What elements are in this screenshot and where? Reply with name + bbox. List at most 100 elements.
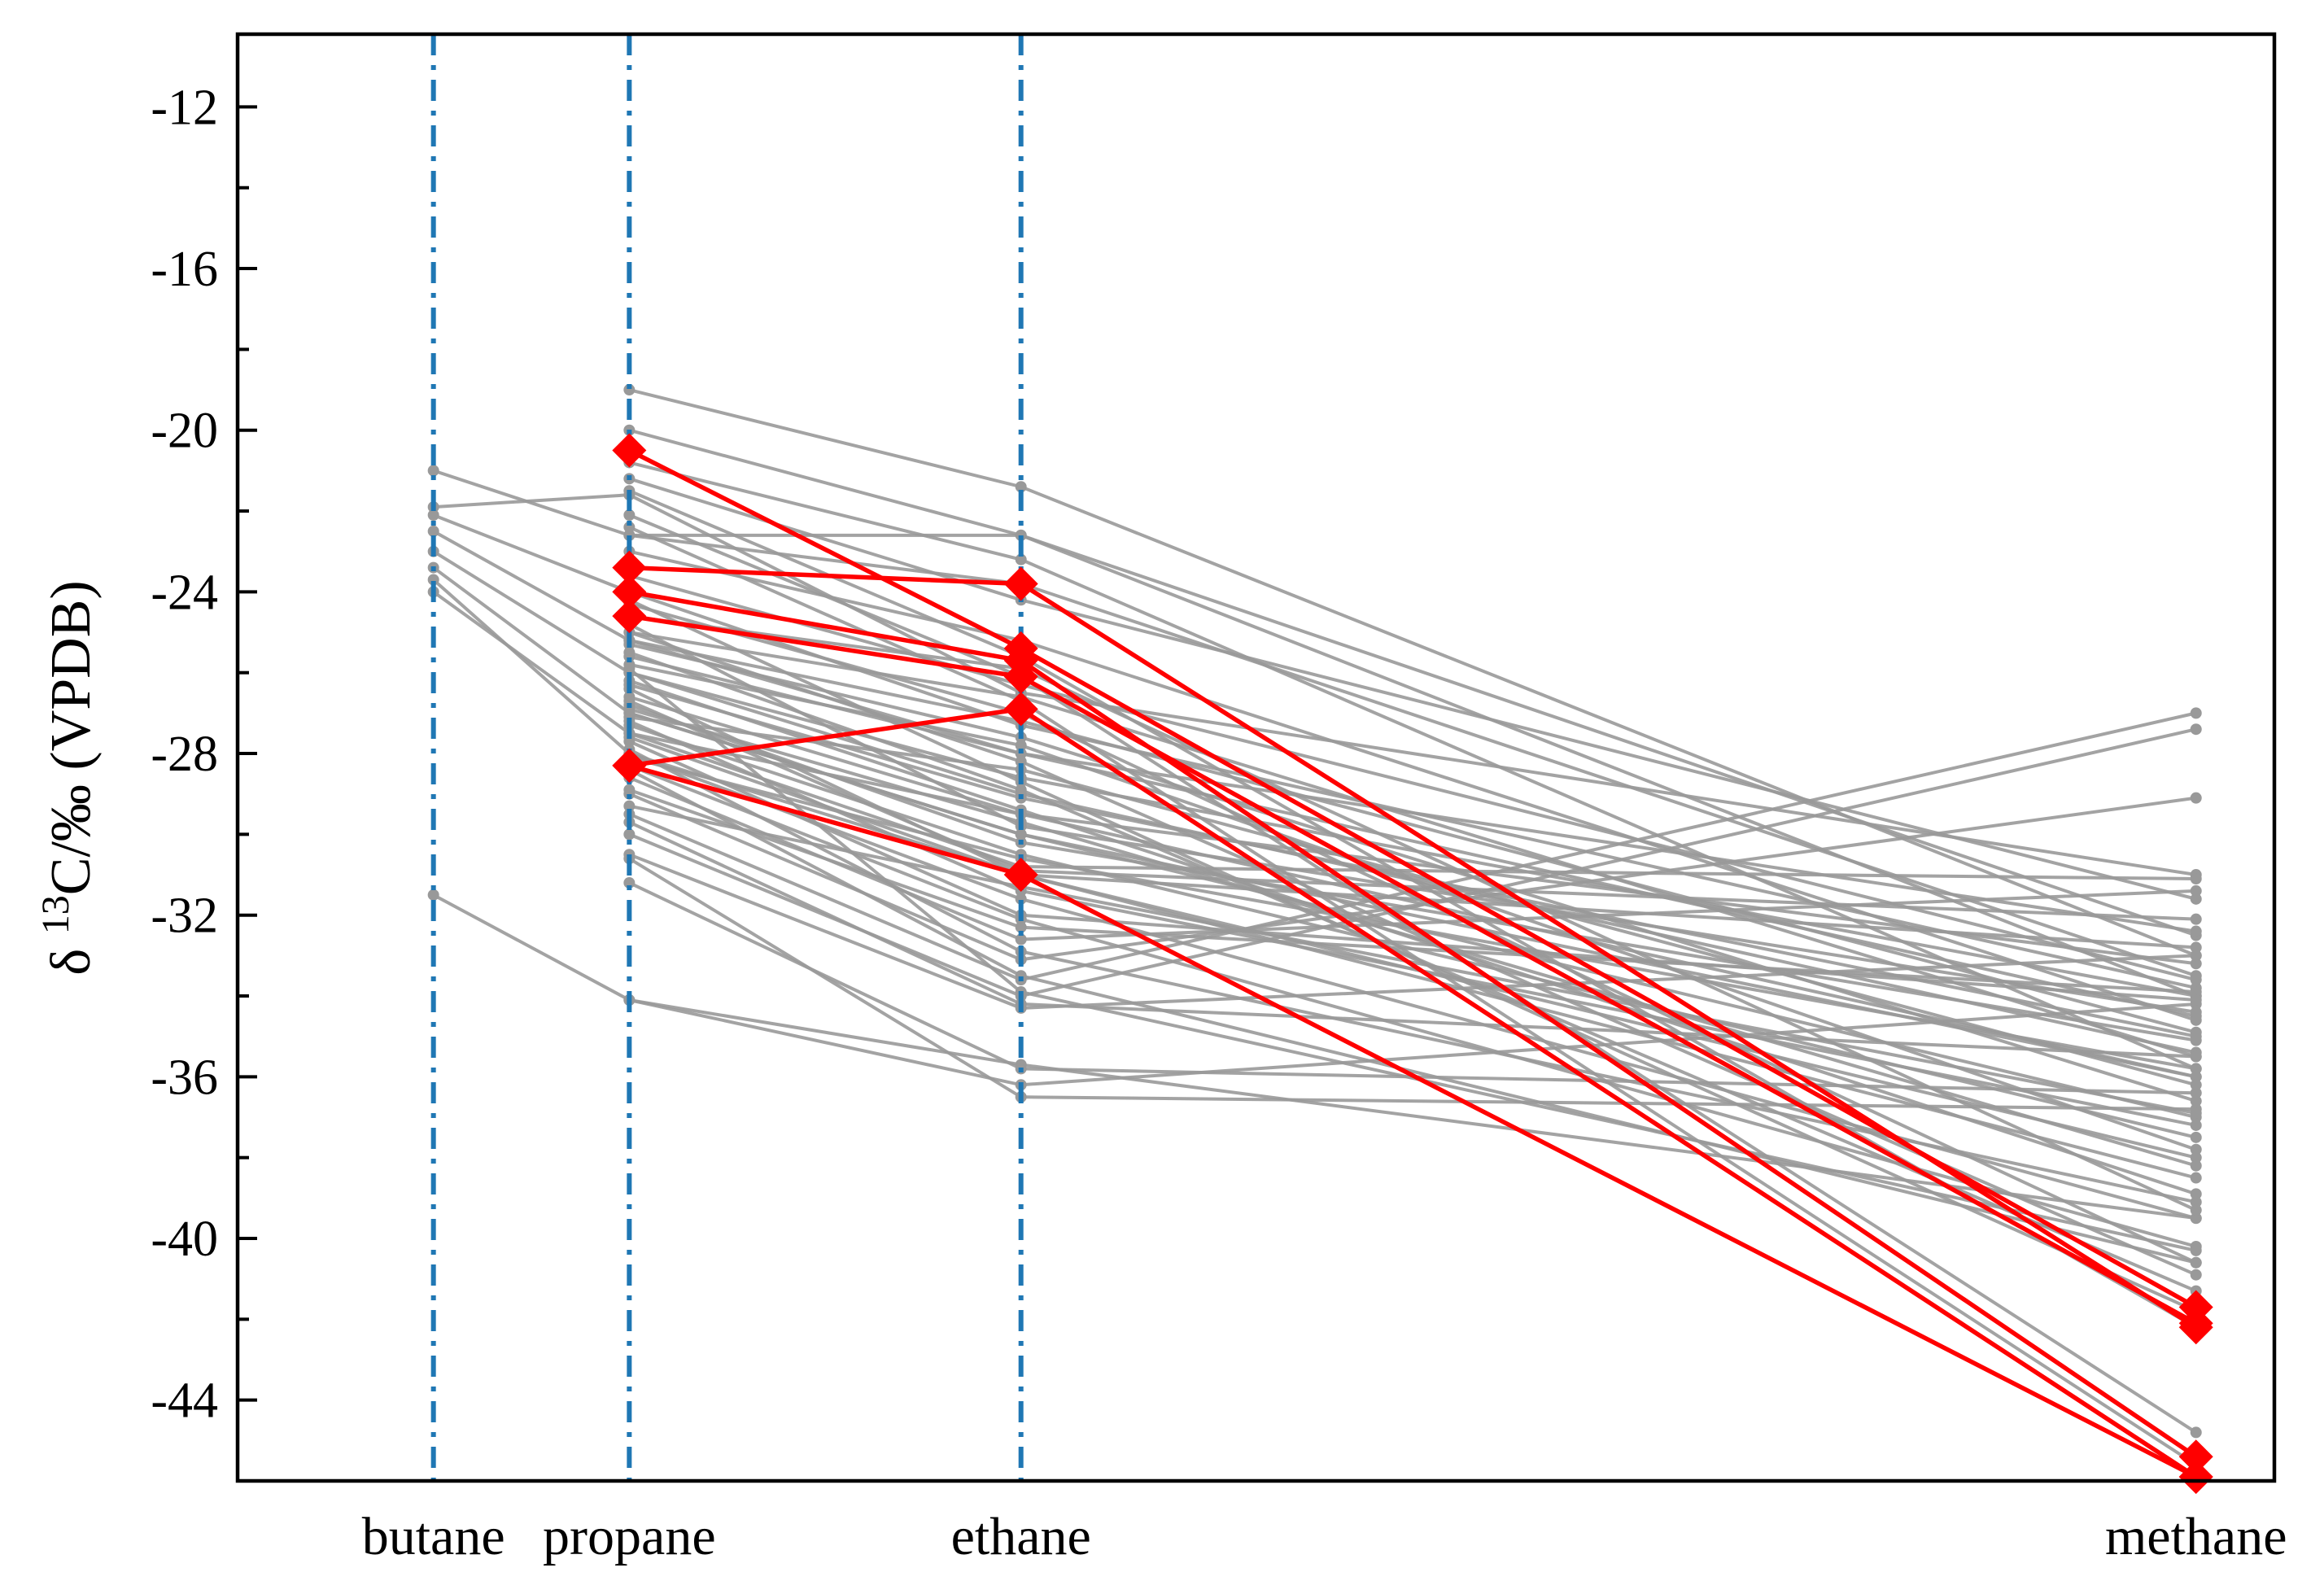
background-series-line — [432, 578, 2197, 1159]
background-series-point — [2190, 1426, 2202, 1439]
background-series-point — [2190, 1026, 2202, 1038]
background-series-point — [2190, 1172, 2202, 1184]
background-series-point — [623, 521, 636, 533]
background-series-point — [2190, 1131, 2202, 1143]
background-series-point — [2190, 1188, 2202, 1200]
background-series-line — [433, 493, 2197, 877]
y-tick-label: -28 — [151, 727, 218, 782]
y-tick-label: -16 — [151, 242, 218, 297]
background-series-point — [623, 695, 636, 707]
background-series-point — [2190, 1050, 2202, 1063]
background-series-point — [623, 828, 636, 841]
background-series-point — [1015, 970, 1027, 982]
background-series-point — [2190, 1034, 2202, 1046]
background-series-point — [2190, 1014, 2202, 1026]
background-series-point — [623, 736, 636, 748]
background-series-point — [1015, 553, 1027, 566]
background-series-point — [2190, 1143, 2202, 1155]
background-series-point — [623, 646, 636, 658]
background-series-point — [1015, 748, 1027, 760]
background-series-point — [2190, 958, 2202, 970]
y-axis-label-group: δ 13C/‰ (VPDB) — [34, 580, 103, 975]
background-series-point — [2190, 1087, 2202, 1099]
background-series-point — [623, 876, 636, 889]
highlight-series-marker — [1003, 659, 1038, 694]
y-tick-label: -12 — [151, 80, 218, 135]
background-series-point — [1015, 529, 1027, 541]
background-series-point — [2190, 925, 2202, 937]
background-series-point — [623, 711, 636, 723]
background-series-point — [1015, 481, 1027, 493]
highlight-series-marker — [2178, 1306, 2213, 1341]
background-series-point — [623, 384, 636, 396]
y-axis-label-prefix: δ — [40, 934, 103, 975]
highlight-series-marker — [612, 574, 647, 609]
y-axis-label-suffix: C/‰ (VPDB) — [40, 580, 103, 895]
background-series-point — [2190, 1095, 2202, 1107]
background-series-point — [2190, 1063, 2202, 1075]
y-tick-label: -40 — [151, 1212, 218, 1267]
background-series-point — [2190, 974, 2202, 986]
background-series-point — [2190, 1196, 2202, 1208]
y-tick-label: -24 — [151, 565, 218, 620]
y-tick-label: -32 — [151, 889, 218, 944]
highlight-series-group — [612, 433, 2213, 1495]
highlight-series-marker — [612, 433, 647, 468]
y-axis-label-superscript: 13 — [34, 895, 77, 934]
background-series-point — [2190, 872, 2202, 884]
y-tick-label: -20 — [151, 404, 218, 459]
x-category-label: butane — [362, 1507, 505, 1566]
background-series-line — [433, 469, 2197, 937]
background-series-point — [623, 800, 636, 812]
background-series-point — [1015, 893, 1027, 905]
background-series-point — [2190, 950, 2202, 962]
background-series-point — [2190, 1159, 2202, 1172]
background-series-point — [2190, 792, 2202, 804]
background-series-point — [2190, 707, 2202, 719]
background-series-point — [623, 529, 636, 541]
background-series-point — [2190, 893, 2202, 905]
background-series-point — [1015, 921, 1027, 933]
background-series-point — [2190, 1071, 2202, 1083]
background-series-point — [427, 465, 439, 477]
highlight-series-marker — [612, 748, 647, 783]
background-series-point — [2190, 1204, 2202, 1216]
y-tick-label: -44 — [151, 1373, 218, 1429]
x-category-label: propane — [543, 1507, 716, 1566]
highlight-series-marker — [2178, 1439, 2213, 1474]
background-series-point — [1015, 740, 1027, 752]
background-series-line — [628, 707, 2197, 1168]
highlight-series-marker — [1003, 692, 1038, 727]
reference-lines-group — [430, 34, 1024, 1481]
plot-frame — [235, 32, 2277, 1483]
background-series-point — [2190, 723, 2202, 736]
background-series-point — [2190, 941, 2202, 954]
background-series-point — [1015, 828, 1027, 841]
background-series-point — [2190, 1212, 2202, 1225]
background-series-point — [623, 703, 636, 715]
background-series-point — [1015, 755, 1027, 767]
background-series-point — [427, 525, 439, 537]
background-series-line — [432, 550, 2197, 1055]
background-series-point — [427, 889, 439, 901]
highlight-series-marker — [612, 599, 647, 634]
highlight-series-marker — [1003, 858, 1038, 893]
background-series-point — [2190, 1269, 2202, 1281]
background-series-point — [1015, 784, 1027, 796]
x-category-label: ethane — [951, 1507, 1091, 1566]
background-series-point — [1015, 933, 1027, 945]
background-series-point — [623, 662, 636, 675]
background-series-point — [2190, 1107, 2202, 1120]
background-series-point — [2190, 884, 2202, 897]
y-tick-label: -36 — [151, 1050, 218, 1105]
background-series-point — [2190, 913, 2202, 925]
background-series-point — [2190, 994, 2202, 1006]
highlight-series-marker — [1003, 566, 1038, 601]
background-series-point — [2190, 1006, 2202, 1018]
background-series-point — [2190, 1244, 2202, 1256]
background-series-line — [432, 893, 2196, 1221]
background-series-point — [2190, 1151, 2202, 1164]
background-series-point — [623, 784, 636, 796]
